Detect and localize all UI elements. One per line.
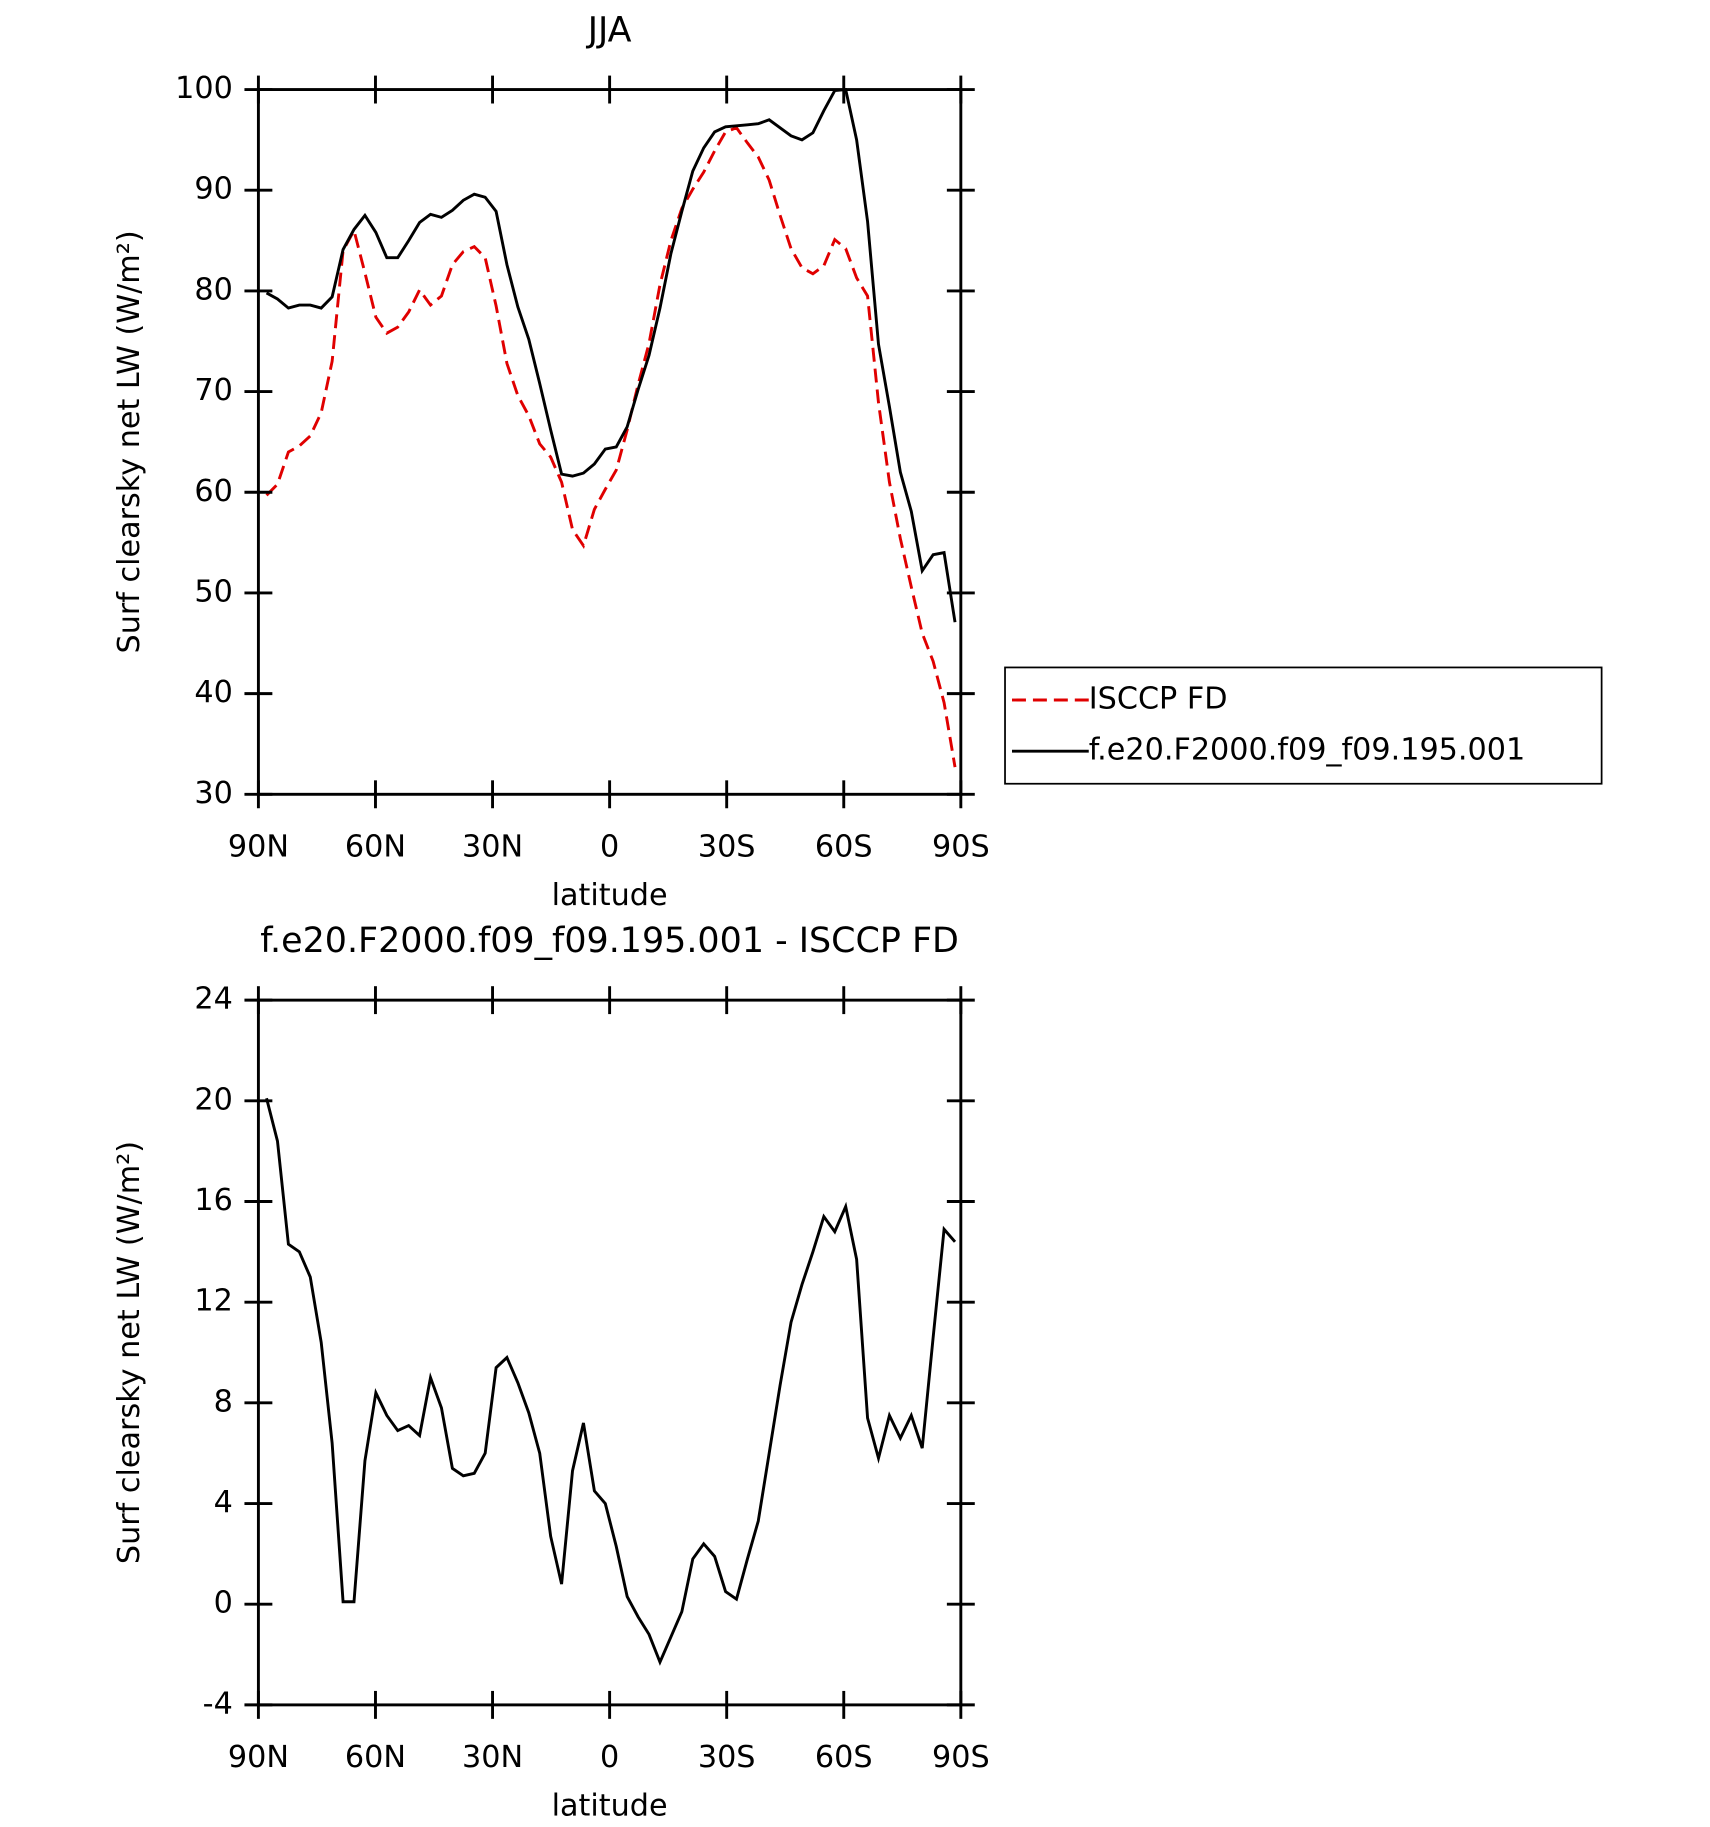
data-line <box>265 126 957 768</box>
plot-frame <box>256 88 963 796</box>
x-tick-label: 0 <box>600 1740 619 1775</box>
y-tick-label: 30 <box>194 776 232 811</box>
x-tick-label: 30N <box>462 1740 523 1775</box>
x-tick-label: 90N <box>228 1740 289 1775</box>
x-tick-label: 60N <box>345 829 406 864</box>
y-tick-label: 8 <box>214 1384 233 1419</box>
x-tick-label: 60N <box>345 1740 406 1775</box>
y-tick-label: 0 <box>214 1586 233 1621</box>
y-tick-label: 4 <box>214 1485 233 1520</box>
x-tick-label: 60S <box>815 829 873 864</box>
x-tick-label: 60S <box>815 1740 873 1775</box>
y-tick-label: 40 <box>194 675 232 710</box>
chart-title: f.e20.F2000.f09_f09.195.001 - ISCCP FD <box>260 921 959 961</box>
legend-label: f.e20.F2000.f09_f09.195.001 <box>1089 733 1525 768</box>
y-axis-label: Surf clearsky net LW (W/m²) <box>112 230 147 653</box>
data-line <box>265 1097 957 1666</box>
data-line <box>265 87 957 623</box>
y-tick-label: 100 <box>175 71 233 106</box>
y-tick-label: 50 <box>194 574 232 609</box>
y-tick-label: 12 <box>194 1284 232 1319</box>
x-tick-label: 30S <box>698 1740 756 1775</box>
x-tick-label: 90S <box>932 1740 990 1775</box>
x-tick-label: 30S <box>698 829 756 864</box>
y-tick-label: 24 <box>194 982 232 1017</box>
x-tick-label: 30N <box>462 829 523 864</box>
legend-label: ISCCP FD <box>1089 682 1228 717</box>
legend-box <box>1004 666 1603 785</box>
plot-frame <box>256 998 963 1707</box>
x-axis-label: latitude <box>552 878 668 913</box>
x-tick-label: 90N <box>228 829 289 864</box>
chart-title: JJA <box>586 10 632 50</box>
y-tick-label: 20 <box>194 1082 232 1117</box>
y-tick-label: 80 <box>194 272 232 307</box>
y-tick-label: 70 <box>194 373 232 408</box>
y-tick-label: -4 <box>203 1686 233 1721</box>
x-tick-label: 90S <box>932 829 990 864</box>
y-axis-label: Surf clearsky net LW (W/m²) <box>112 1141 147 1564</box>
y-tick-label: 60 <box>194 474 232 509</box>
x-tick-label: 0 <box>600 829 619 864</box>
x-axis-label: latitude <box>552 1789 668 1824</box>
y-tick-label: 90 <box>194 172 232 207</box>
y-tick-label: 16 <box>194 1183 232 1218</box>
